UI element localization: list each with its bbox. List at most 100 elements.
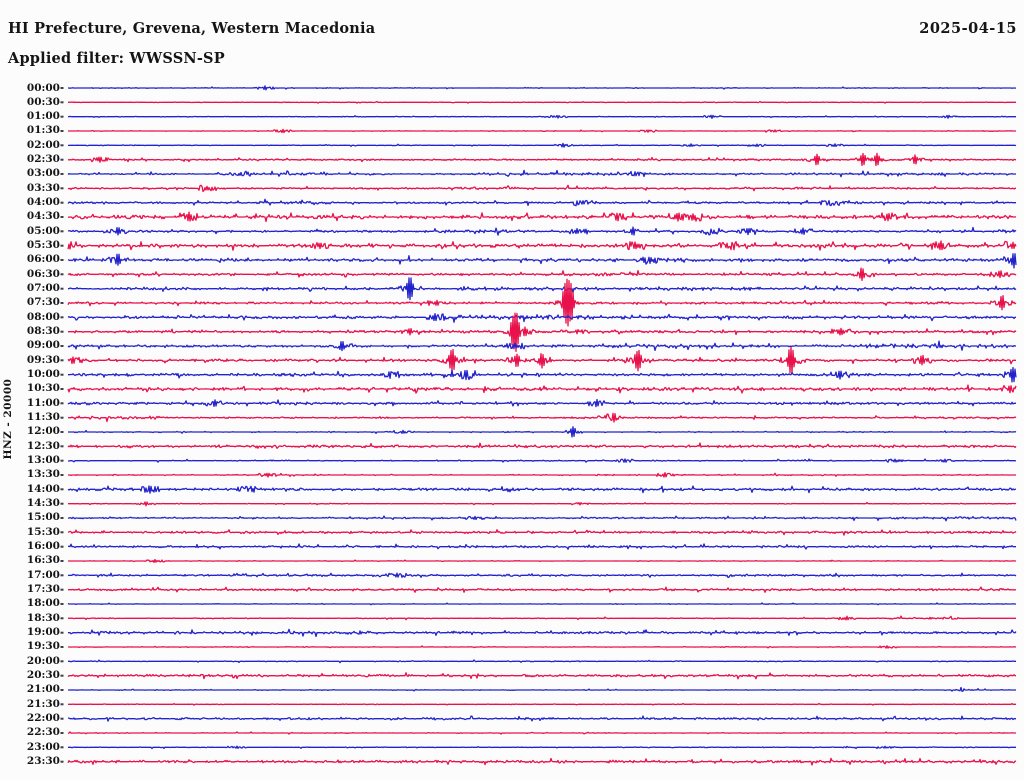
trace-14:30 (68, 501, 1017, 507)
time-label: 07:00 (26, 282, 60, 295)
trace-01:00 (67, 114, 1016, 119)
trace-08:00 (67, 312, 1016, 323)
trace-09:30 (67, 346, 1016, 374)
time-label: 16:00 (26, 540, 60, 553)
trace-22:30 (67, 731, 1016, 735)
time-label: 18:30 (26, 611, 60, 624)
time-label: 01:00 (26, 110, 60, 123)
row-tick (60, 631, 64, 634)
trace-10:30 (67, 384, 1017, 394)
row-tick (60, 474, 64, 476)
row-tick (60, 273, 64, 276)
time-label: 05:30 (26, 239, 60, 252)
time-label: 13:30 (26, 468, 60, 481)
row-tick (60, 459, 64, 462)
trace-11:30 (67, 412, 1017, 423)
row-tick (60, 588, 64, 591)
row-tick (60, 216, 64, 218)
time-label: 10:30 (26, 382, 60, 395)
trace-03:30 (67, 184, 1016, 193)
trace-21:30 (68, 702, 1016, 706)
row-tick (60, 760, 64, 763)
trace-01:30 (68, 128, 1016, 134)
row-tick (60, 560, 64, 562)
time-label: 16:30 (26, 554, 60, 567)
trace-23:00 (68, 745, 1016, 750)
trace-05:00 (67, 226, 1017, 236)
row-tick (60, 732, 64, 734)
row-tick (60, 244, 64, 247)
time-label: 17:30 (26, 583, 60, 596)
page-title: HI Prefecture, Grevena, Western Macedoni… (8, 20, 376, 37)
time-label: 05:00 (26, 224, 60, 237)
row-tick (60, 388, 64, 390)
trace-11:00 (67, 398, 1016, 408)
trace-20:30 (67, 672, 1016, 680)
trace-07:00 (68, 277, 1017, 301)
time-label: 19:30 (26, 640, 60, 653)
trace-13:30 (68, 472, 1016, 478)
time-label: 22:30 (26, 726, 60, 739)
row-tick (60, 158, 64, 161)
trace-21:00 (68, 686, 1016, 692)
trace-18:30 (67, 615, 1016, 621)
trace-17:00 (67, 572, 1017, 579)
row-tick (60, 201, 64, 204)
row-tick (60, 674, 64, 677)
row-tick (60, 316, 64, 319)
time-label: 01:30 (26, 124, 60, 137)
trace-22:00 (67, 715, 1016, 722)
time-label: 23:00 (26, 740, 60, 753)
trace-02:00 (67, 142, 1017, 148)
time-label: 23:30 (26, 755, 60, 768)
time-label: 06:30 (26, 267, 60, 280)
time-label: 07:30 (26, 296, 60, 309)
row-tick (60, 416, 64, 419)
row-tick (60, 603, 64, 605)
time-label: 13:00 (26, 454, 60, 467)
row-tick (60, 502, 64, 505)
trace-10:00 (68, 366, 1017, 383)
time-label: 11:00 (26, 396, 60, 409)
applied-filter-label: Applied filter: WWSSN-SP (8, 50, 225, 67)
row-tick (60, 144, 64, 147)
row-tick (60, 130, 64, 132)
time-label: 14:30 (26, 497, 60, 510)
date-label: 2025-04-15 (919, 20, 1017, 37)
time-label: 12:30 (26, 439, 60, 452)
time-label: 00:00 (26, 81, 60, 94)
time-label: 09:00 (26, 339, 60, 352)
row-tick (60, 617, 64, 620)
time-label: 00:30 (26, 95, 60, 108)
row-tick (60, 345, 64, 347)
row-tick (60, 703, 64, 706)
time-label: 04:00 (26, 196, 60, 209)
row-tick (60, 660, 64, 663)
time-label: 04:30 (26, 210, 60, 223)
time-label: 19:00 (26, 626, 60, 639)
trace-15:00 (67, 515, 1017, 522)
trace-09:00 (67, 340, 1016, 352)
trace-20:00 (68, 659, 1016, 664)
row-tick (60, 402, 64, 405)
row-tick (60, 87, 64, 89)
time-label: 09:30 (26, 353, 60, 366)
time-label: 12:00 (26, 425, 60, 438)
row-tick (60, 230, 64, 233)
time-label: 08:00 (26, 310, 60, 323)
trace-14:00 (67, 485, 1017, 494)
trace-00:30 (68, 100, 1016, 104)
trace-07:30 (67, 278, 1017, 327)
trace-12:00 (68, 426, 1017, 438)
row-tick (60, 173, 64, 175)
row-tick (60, 359, 64, 362)
row-tick (60, 187, 64, 190)
time-label: 14:00 (26, 482, 60, 495)
time-label: 21:00 (26, 683, 60, 696)
trace-06:00 (67, 253, 1017, 269)
row-tick (60, 287, 64, 290)
row-tick (60, 531, 64, 534)
trace-16:00 (67, 543, 1016, 550)
trace-04:30 (67, 211, 1017, 223)
